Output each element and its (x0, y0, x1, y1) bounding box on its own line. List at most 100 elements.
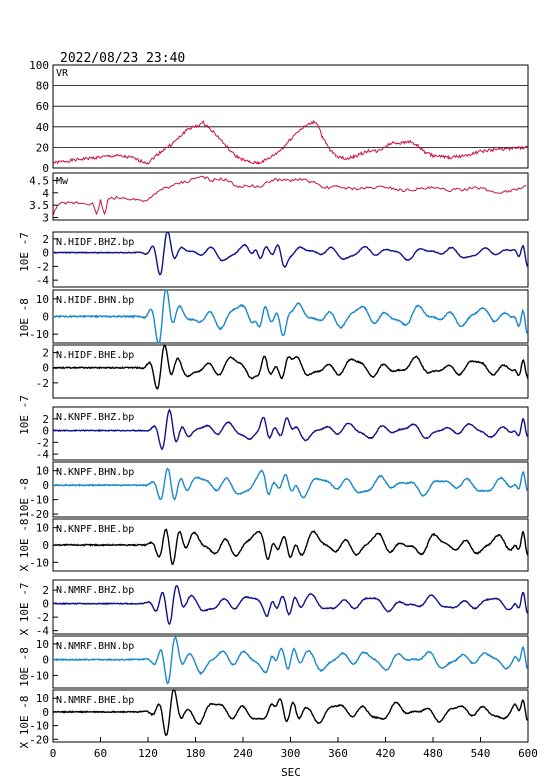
station-label: N.KNPF.BHZ.bp (56, 412, 134, 423)
y-tick-label: -10 (29, 494, 49, 507)
station-label: N.NMRF.BHZ.bp (56, 585, 134, 596)
y-tick-label: -10 (29, 720, 49, 733)
y-unit-label: 10E -7 (18, 232, 31, 272)
seismogram-panel: -10 0 10 N.NMRF.BHN.bp (29, 635, 529, 689)
panel-frame (52, 172, 529, 221)
waveform-line (52, 636, 529, 685)
station-label: N.HIDF.BHE.bp (56, 350, 134, 361)
panel-frame (52, 461, 529, 518)
waveform-line (52, 408, 529, 450)
waveform-line (52, 231, 529, 276)
y-tick-label: -20 (29, 508, 49, 521)
y-tick-label: 2 (42, 233, 49, 246)
x-axis: 0 60 120 180 240 300 360 420 480 540 600 (50, 737, 538, 760)
y-tick-label: 10 (36, 465, 49, 478)
y-unit-label: X 10E -8 (18, 519, 31, 572)
seismogram-panel: -20-10 010 N.KNPF.BHN.bp (29, 461, 529, 521)
y-tick-label: -10 (29, 328, 49, 341)
y-tick-label: 20 (36, 141, 49, 154)
mw-series-line (52, 175, 527, 217)
x-tick-label: 420 (376, 747, 396, 760)
y-tick-label: 0 (42, 247, 49, 260)
x-tick-label: 600 (518, 747, 538, 760)
y-unit-label: X 10E -8 (18, 696, 31, 749)
y-tick-label: 10 (36, 522, 49, 535)
y-tick-label: -4 (36, 625, 50, 638)
panel-frame (52, 579, 529, 635)
y-tick-label: 0 (42, 162, 49, 175)
y-tick-label: 0 (42, 479, 49, 492)
y-tick-label: 40 (36, 121, 49, 134)
y-unit-label: 10E -8 (18, 647, 31, 687)
panel-frame (52, 344, 529, 399)
station-label: N.KNPF.BHE.bp (56, 524, 134, 535)
y-tick-label: 2 (42, 413, 49, 426)
y-tick-label: -10 (29, 556, 49, 569)
y-tick-label: 60 (36, 100, 49, 113)
seismogram-panel: -10 0 10 N.HIDF.BHN.bp (29, 289, 529, 344)
station-label: N.HIDF.BHZ.bp (56, 237, 134, 248)
x-tick-label: 360 (328, 747, 348, 760)
waveform-line (52, 344, 529, 390)
y-tick-label: -2 (36, 436, 49, 449)
x-tick-label: 120 (138, 747, 158, 760)
seismogram-panel: -2 0 2 N.HIDF.BHE.bp (36, 344, 529, 399)
y-tick-label: 0 (42, 598, 49, 611)
y-tick-label: -4 (36, 274, 50, 287)
y-tick-label: 4 (42, 187, 49, 200)
waveform-line (52, 689, 529, 737)
y-tick-label: 2 (42, 584, 49, 597)
y-tick-label: 0 (42, 539, 49, 552)
y-tick-label: -2 (36, 260, 49, 273)
y-tick-label: 10 (36, 692, 49, 705)
y-tick-label: -2 (36, 611, 49, 624)
y-tick-label: 10 (36, 293, 49, 306)
y-tick-label: 0 (42, 425, 49, 438)
x-tick-label: 540 (471, 747, 491, 760)
x-tick-label: 240 (233, 747, 253, 760)
vr-panel-label: VR (56, 68, 69, 79)
waveform-line (52, 528, 529, 565)
y-unit-label: 10E -8 (18, 298, 31, 338)
vr-series-line (52, 120, 528, 166)
y-tick-label: 0 (42, 362, 49, 375)
x-tick-label: 0 (50, 747, 57, 760)
seismogram-panel: -4-202 N.KNPF.BHZ.bp (36, 406, 529, 461)
panel-frame (52, 231, 529, 288)
y-tick-label: -10 (29, 669, 49, 682)
y-tick-label: -4 (36, 448, 50, 461)
station-label: N.NMRF.BHN.bp (56, 641, 134, 652)
y-tick-label: 4.5 (29, 174, 49, 187)
y-tick-label: -2 (36, 377, 49, 390)
y-tick-label: 0 (42, 311, 49, 324)
y-tick-label: 3.5 (29, 199, 49, 212)
station-label: N.HIDF.BHN.bp (56, 295, 134, 306)
panel-frame (52, 406, 529, 461)
y-unit-label: 10E -7 (18, 395, 31, 435)
panel-frame (52, 635, 529, 689)
panel-frame (52, 64, 529, 169)
x-tick-label: 480 (423, 747, 443, 760)
waveform-line (52, 585, 529, 626)
y-tick-label: 3 (42, 212, 49, 225)
mw-panel-label: Mw (56, 176, 69, 187)
figure-title: 2022/08/23 23:40 (60, 51, 185, 66)
x-tick-label: 300 (281, 747, 301, 760)
waveform-line (52, 467, 529, 501)
y-tick-label: 10 (36, 638, 49, 651)
y-unit-label: X 10E -7 (18, 583, 31, 636)
waveform-line (52, 289, 529, 344)
y-tick-label: 2 (42, 347, 49, 360)
y-tick-label: -20 (29, 733, 49, 746)
y-unit-label: 10E -8 (18, 478, 31, 518)
seismogram-panel: -4-202 N.HIDF.BHZ.bp (36, 231, 529, 288)
mw-panel: 33.544.5 Mw (29, 172, 529, 225)
y-tick-label: 100 (29, 59, 49, 72)
x-tick-label: 60 (94, 747, 107, 760)
y-tick-label: 0 (42, 654, 49, 667)
station-label: N.KNPF.BHN.bp (56, 467, 134, 478)
x-axis-label: SEC (281, 766, 301, 779)
